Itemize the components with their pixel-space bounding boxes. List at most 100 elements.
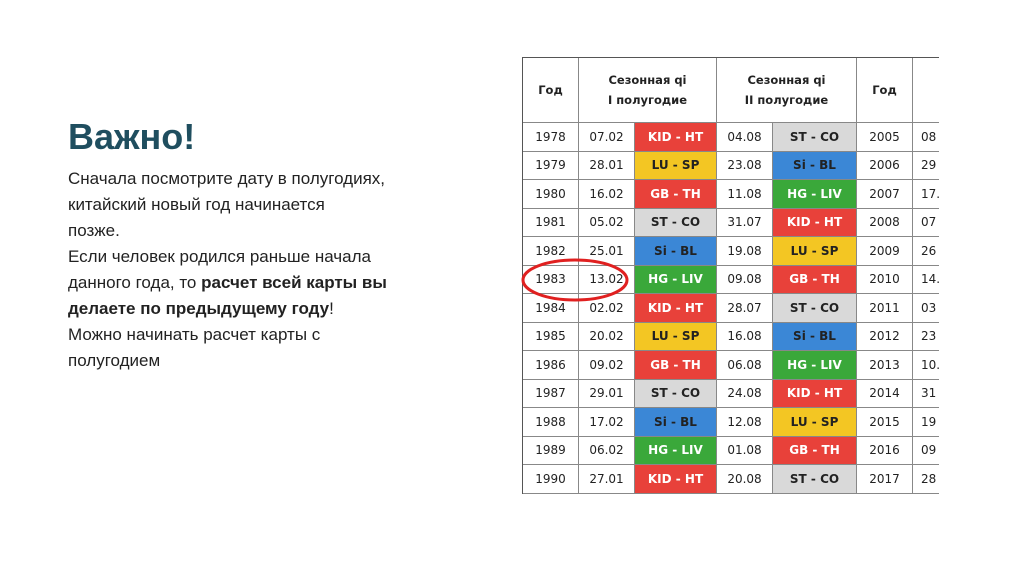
text-run: данного года, то: [68, 273, 202, 292]
table-cell: 09.08: [717, 265, 773, 294]
text-run: китайский новый год начинается: [68, 195, 325, 214]
header-line: I полугодие: [607, 93, 688, 107]
table-cell: KID - HT: [635, 123, 717, 152]
table-cell: 28.01: [579, 151, 635, 180]
table-cell: 1979: [523, 151, 579, 180]
table-cell: 1978: [523, 123, 579, 152]
table-cell: 2007: [857, 180, 913, 209]
table-cell: 29.01: [579, 379, 635, 408]
table-cell: LU - SP: [773, 408, 857, 437]
table-cell: 1983: [523, 265, 579, 294]
table-cell: 10.: [913, 351, 939, 380]
text-run: !: [329, 299, 334, 318]
table-cell: Si - BL: [635, 237, 717, 266]
table-cell: LU - SP: [635, 151, 717, 180]
text-run: полугодием: [68, 351, 161, 370]
table-cell: 29: [913, 152, 939, 180]
body-line: Если человек родился раньше начала: [68, 244, 387, 270]
table-cell: 03: [913, 294, 939, 323]
text-run: позже.: [68, 221, 120, 240]
table-cell: 01.08: [717, 436, 773, 465]
table-cell: 05.02: [579, 208, 635, 237]
table-cell: GB - TH: [773, 436, 857, 465]
table-cell: KID - HT: [635, 465, 717, 494]
table-cell: 1986: [523, 351, 579, 380]
body-line: позже.: [68, 218, 387, 244]
table-cell: 2015: [857, 408, 913, 437]
table-cell: 2005: [857, 123, 913, 152]
table-cell: 19: [913, 408, 939, 437]
table-cell: 2010: [857, 265, 913, 294]
text-run: Сначала посмотрите дату в полугодиях,: [68, 169, 386, 188]
body-line: Можно начинать расчет карты с: [68, 322, 387, 348]
table-cell: KID - HT: [773, 208, 857, 237]
table-cell: 20.08: [717, 465, 773, 494]
header-cell: Год: [857, 58, 913, 123]
body-line: данного года, то расчет всей карты вы: [68, 270, 387, 296]
table-cell: 2009: [857, 237, 913, 266]
table-cell: 2014: [857, 379, 913, 408]
text-run: Если человек родился раньше начала: [68, 247, 371, 266]
table-cell: 24.08: [717, 379, 773, 408]
table-cell: 27.01: [579, 465, 635, 494]
table-cell: ST - CO: [635, 379, 717, 408]
table-cell: 06.08: [717, 351, 773, 380]
table-cell: 09.02: [579, 351, 635, 380]
table-cell: 2012: [857, 322, 913, 351]
table-cell: 11.08: [717, 180, 773, 209]
table-cell: 31: [913, 380, 939, 408]
table-cell: 2006: [857, 151, 913, 180]
table-cell: 20.02: [579, 322, 635, 351]
table-cell: 2011: [857, 294, 913, 323]
bold-run: расчет всей карты вы: [201, 273, 387, 292]
table-cell: 1985: [523, 322, 579, 351]
table-cell: 28.07: [717, 294, 773, 323]
table-cell: 1988: [523, 408, 579, 437]
header-line: Сезонная qi: [608, 73, 687, 87]
body-line: китайский новый год начинается: [68, 192, 387, 218]
body-line: делаете по предыдущему году!: [68, 296, 387, 322]
table-cell: 1987: [523, 379, 579, 408]
table-cell: 07.02: [579, 123, 635, 152]
table: Год Сезонная qi I полугодие Сезонная qi II п…: [522, 57, 939, 494]
table-cell: 07: [913, 209, 939, 237]
bold-run: делаете по предыдущему году: [68, 299, 330, 318]
header-line: Год: [538, 83, 563, 97]
table-cell: ST - CO: [773, 465, 857, 494]
table-cell: Si - BL: [773, 151, 857, 180]
table-cell: KID - HT: [635, 294, 717, 323]
table-cell: 09: [913, 437, 939, 465]
table-cell: 1989: [523, 436, 579, 465]
table-cell: KID - HT: [773, 379, 857, 408]
table-cell: HG - LIV: [635, 265, 717, 294]
header-cell: Год: [523, 58, 579, 123]
table-cell: GB - TH: [635, 351, 717, 380]
body-line: полугодием: [68, 348, 387, 374]
header-line: Сезонная qi: [747, 73, 826, 87]
table-cell: 14.: [913, 266, 939, 294]
table-cell: 13.02: [579, 265, 635, 294]
table-cell: 1981: [523, 208, 579, 237]
body-text: Сначала посмотрите дату в полугодиях, кит…: [68, 166, 387, 374]
table-cell: HG - LIV: [773, 351, 857, 380]
body-line: Сначала посмотрите дату в полугодиях,: [68, 166, 387, 192]
header-cell: [913, 58, 939, 123]
table-cell: 16.02: [579, 180, 635, 209]
table-cell: 1984: [523, 294, 579, 323]
table-cell: Si - BL: [773, 322, 857, 351]
table-cell: LU - SP: [635, 322, 717, 351]
table-cell: GB - TH: [635, 180, 717, 209]
table-cell: HG - LIV: [635, 436, 717, 465]
table-cell: ST - CO: [635, 208, 717, 237]
table-cell: 17.02: [579, 408, 635, 437]
table-cell: 02.02: [579, 294, 635, 323]
header-cell: Сезонная qi I полугодие: [579, 58, 717, 123]
table-cell: 1982: [523, 237, 579, 266]
table-cell: 12.08: [717, 408, 773, 437]
table-cell: 08: [913, 123, 939, 152]
table-cell: 1980: [523, 180, 579, 209]
table-cell: 16.08: [717, 322, 773, 351]
header-line: II полугодие: [744, 93, 829, 107]
table-cell: 2013: [857, 351, 913, 380]
